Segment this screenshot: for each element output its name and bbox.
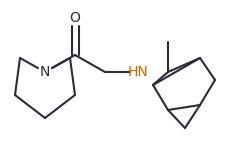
Text: O: O bbox=[70, 11, 81, 25]
Text: HN: HN bbox=[128, 65, 148, 79]
Text: N: N bbox=[40, 65, 50, 79]
